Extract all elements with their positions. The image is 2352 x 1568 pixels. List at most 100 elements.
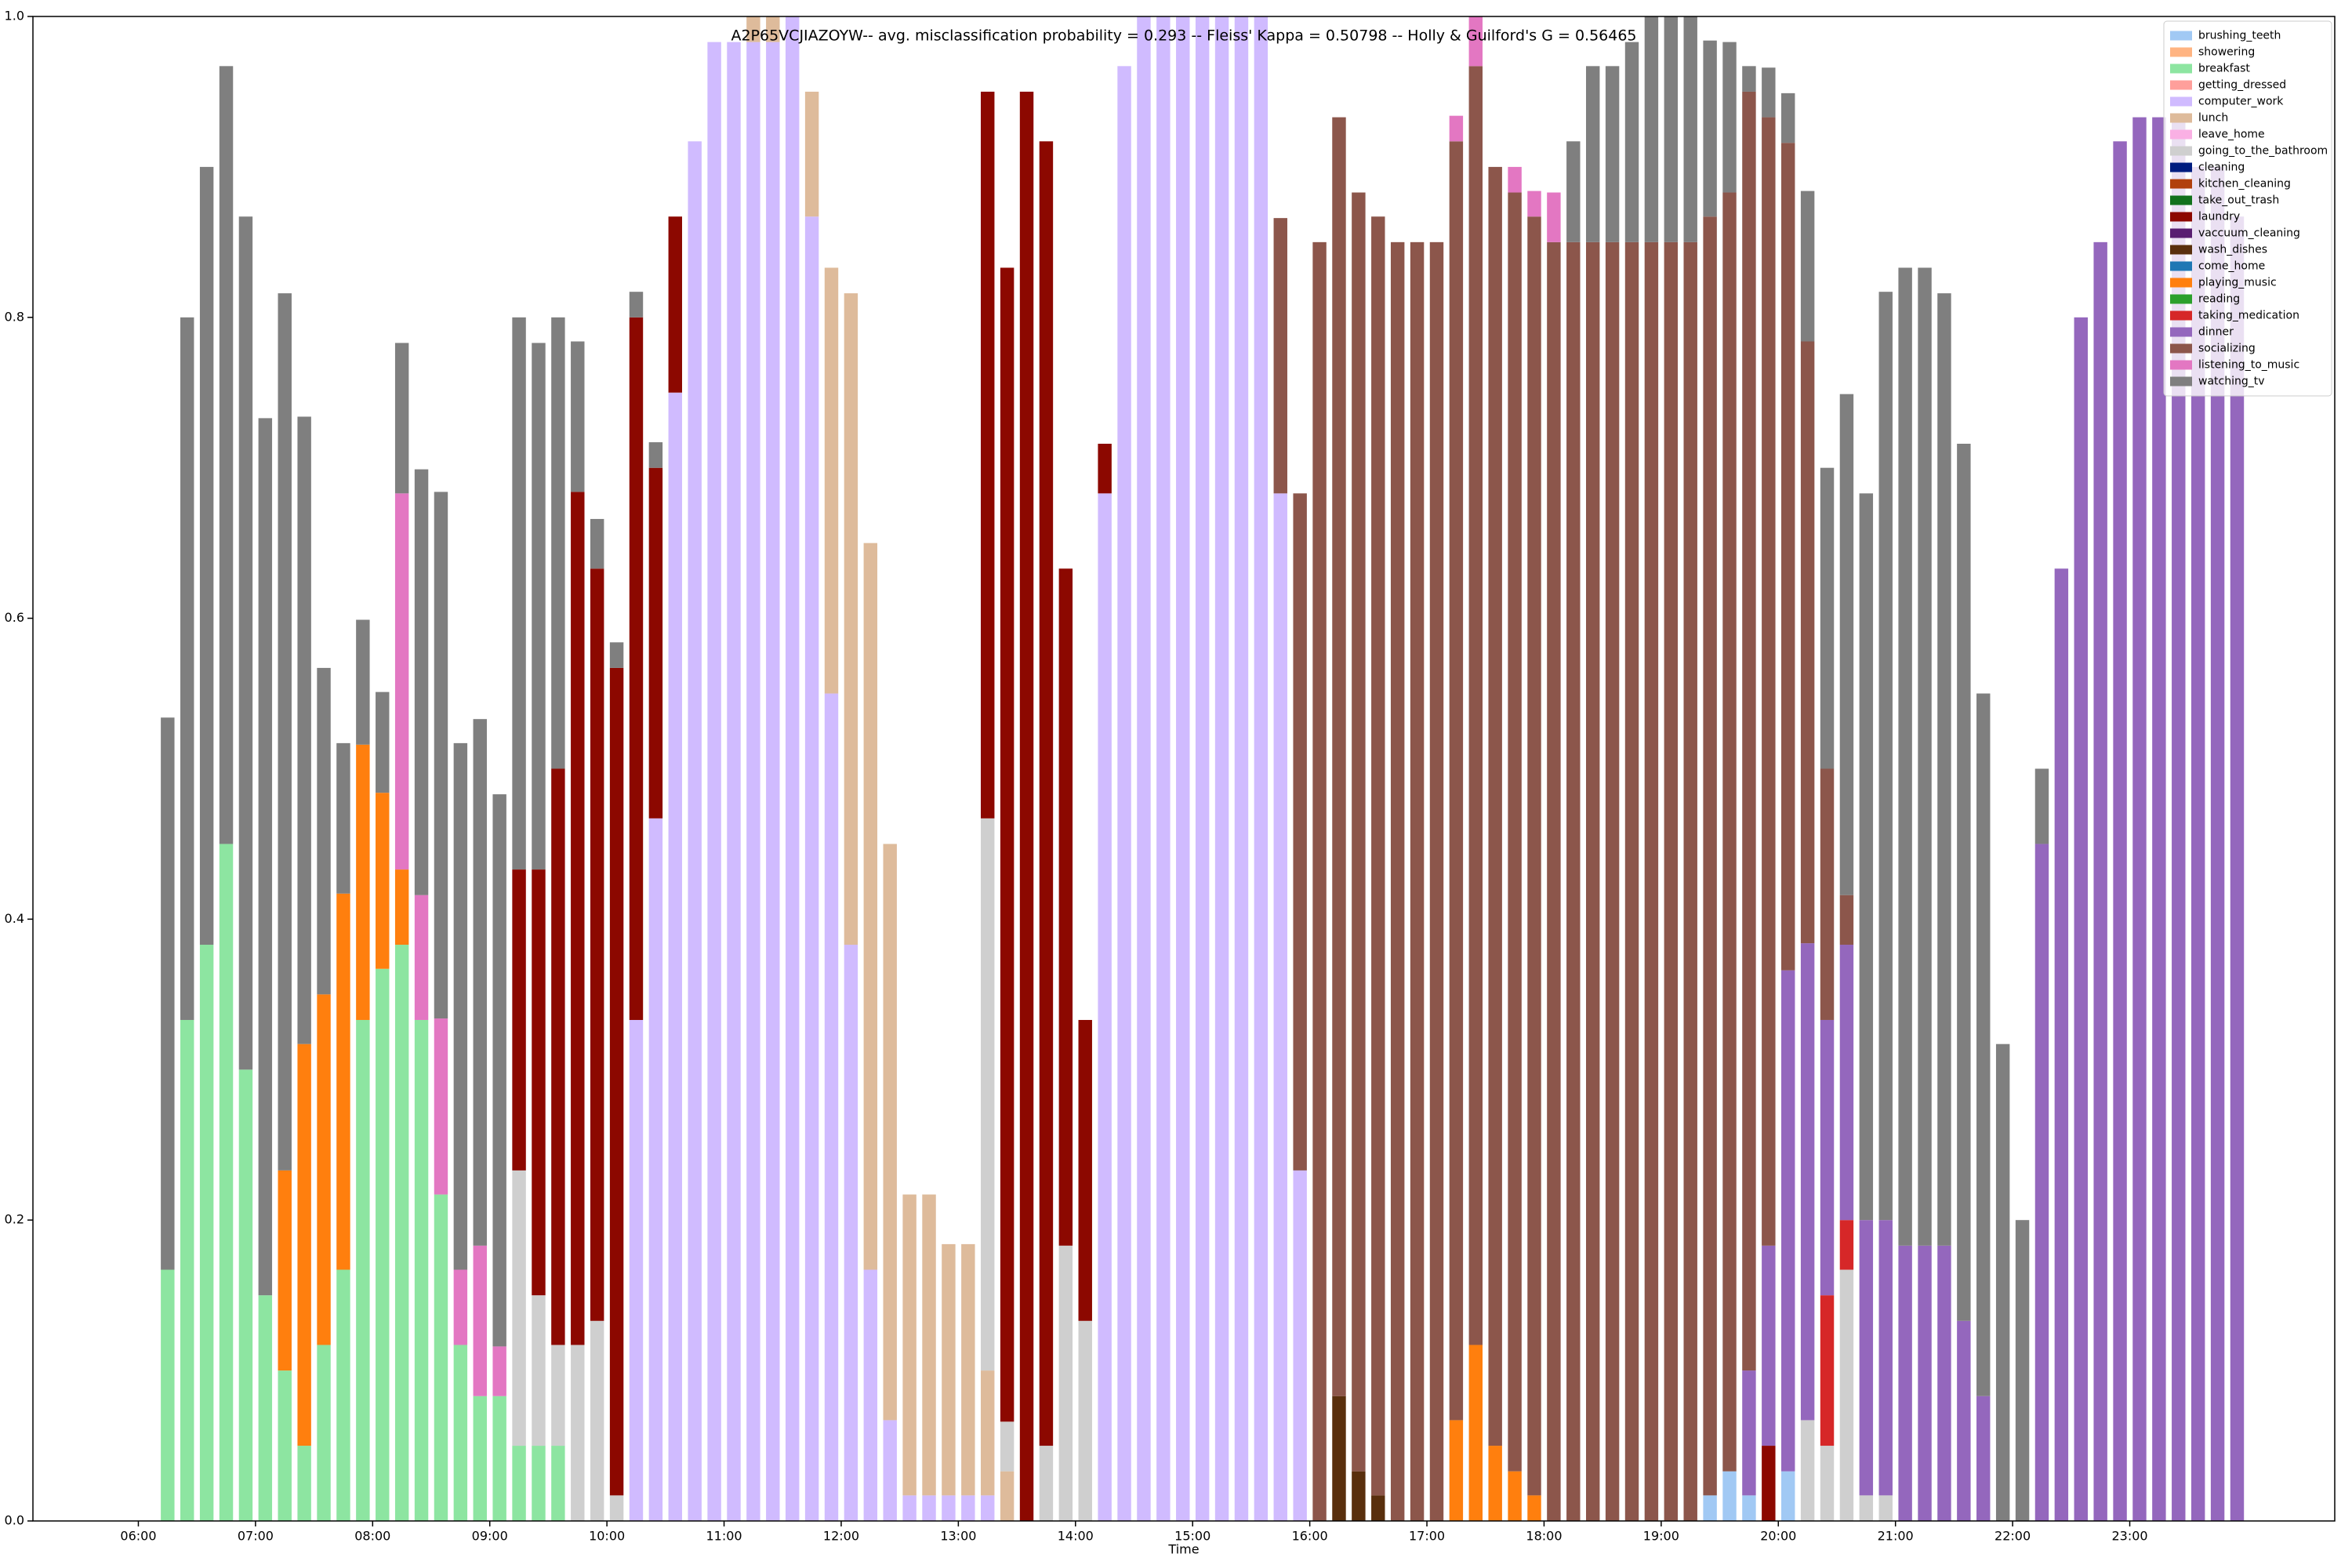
bar-segment: [512, 869, 526, 1171]
bar-segment: [1371, 216, 1385, 1496]
bar-segment: [1488, 1446, 1502, 1521]
bar-segment: [2034, 768, 2049, 844]
bar-segment: [2015, 1220, 2030, 1521]
bar-segment: [981, 1495, 995, 1521]
bar-segment: [1273, 218, 1287, 494]
bar-segment: [571, 1345, 585, 1521]
bar-segment: [336, 1269, 350, 1521]
bar-segment: [981, 91, 995, 818]
bar-segment: [1058, 1245, 1073, 1521]
bar-segment: [1508, 1471, 1522, 1521]
bar-segment: [1703, 40, 1717, 217]
bar-segment: [1624, 42, 1639, 242]
bar-segment: [863, 1269, 878, 1521]
bar-segment: [394, 493, 409, 870]
bar-segment: [1664, 241, 1679, 1522]
x-tick-label: 11:00: [706, 1529, 742, 1544]
bar-segment: [1976, 1396, 1991, 1521]
bar-segment: [1878, 1220, 1893, 1496]
bar-segment: [1703, 216, 1717, 1496]
bar-segment: [473, 1245, 487, 1396]
bar-segment: [1098, 443, 1112, 494]
bar-segment: [1058, 568, 1073, 1246]
bar-segment: [473, 1396, 487, 1521]
bar-segment: [1898, 267, 1912, 1246]
x-tick-label: 14:00: [1058, 1529, 1094, 1544]
bar-segment: [1624, 241, 1639, 1522]
bar-segment: [1117, 66, 1131, 1521]
bar-segment: [238, 1069, 253, 1521]
x-tick-label: 23:00: [2111, 1529, 2147, 1544]
y-tick-label: 1.0: [5, 9, 24, 24]
bar-segment: [824, 267, 839, 694]
bar-segment: [297, 1446, 311, 1521]
bar-segment: [648, 442, 663, 468]
bar-segment: [1742, 66, 1756, 92]
legend-label: computer_work: [2198, 96, 2284, 108]
bar-segment: [609, 667, 624, 1496]
bar-segment: [902, 1495, 916, 1521]
bar-segment: [532, 343, 546, 870]
legend-swatch: [2170, 228, 2192, 238]
bar-segment: [1019, 91, 1034, 1522]
x-tick-label: 20:00: [1760, 1529, 1796, 1544]
legend-swatch: [2170, 162, 2192, 172]
bar-segment: [1781, 1471, 1795, 1521]
bar-segment: [2230, 216, 2245, 1521]
legend-label: cleaning: [2198, 162, 2245, 174]
legend-label: getting_dressed: [2198, 79, 2286, 92]
legend-swatch: [2170, 179, 2192, 189]
bar-segment: [902, 1194, 916, 1496]
legend-label: kitchen_cleaning: [2198, 178, 2291, 191]
x-tick-label: 19:00: [1643, 1529, 1679, 1544]
bar-segment: [2152, 117, 2166, 1521]
bar-segment: [1214, 16, 1229, 1521]
bar-segment: [492, 794, 506, 1347]
bar-segment: [2093, 241, 2107, 1522]
bar-segment: [1585, 66, 1600, 242]
bar-segment: [1898, 1245, 1912, 1521]
bar-segment: [590, 1320, 604, 1521]
bar-segment: [2074, 317, 2088, 1521]
bar-segment: [1488, 166, 1502, 1446]
bar-segment: [1722, 42, 1737, 193]
bar-segment: [1039, 1446, 1054, 1521]
bar-segment: [1820, 768, 1835, 1020]
bar-segment: [766, 16, 780, 42]
legend-label: take_out_trash: [2198, 194, 2279, 207]
bar-segment: [1839, 1269, 1854, 1521]
bar-segment: [1547, 241, 1561, 1522]
legend-swatch: [2170, 376, 2192, 387]
legend-label: breakfast: [2198, 63, 2250, 75]
bar-segment: [1605, 241, 1620, 1522]
bar-segment: [766, 42, 780, 1521]
bar-segment: [1410, 241, 1425, 1522]
bar-segment: [571, 341, 585, 492]
bar-segment: [1352, 1471, 1366, 1521]
bar-segment: [1781, 143, 1795, 971]
bar-segment: [492, 1346, 506, 1396]
bar-segment: [434, 1018, 448, 1195]
bar-segment: [376, 793, 390, 969]
bar-segment: [1527, 1495, 1541, 1521]
x-tick-label: 16:00: [1292, 1529, 1328, 1544]
bar-segment: [1800, 341, 1815, 944]
bar-segment: [1683, 241, 1697, 1522]
x-tick-label: 21:00: [1878, 1529, 1914, 1544]
y-tick-label: 0.4: [5, 911, 24, 926]
bar-segment: [1859, 1495, 1874, 1521]
bar-segment: [2054, 568, 2069, 1522]
bar-segment: [1859, 493, 1874, 1221]
bar-segment: [1820, 467, 1835, 769]
legend-swatch: [2170, 212, 2192, 222]
bar-segment: [434, 1194, 448, 1521]
bar-segment: [1683, 16, 1697, 242]
legend-swatch: [2170, 64, 2192, 74]
bar-segment: [180, 1019, 194, 1521]
bar-segment: [1859, 1220, 1874, 1496]
bar-segment: [1371, 1495, 1385, 1521]
bar-segment: [707, 42, 721, 1521]
bar-segment: [278, 1170, 292, 1371]
bar-segment: [1468, 66, 1483, 1345]
legend-swatch: [2170, 31, 2192, 41]
